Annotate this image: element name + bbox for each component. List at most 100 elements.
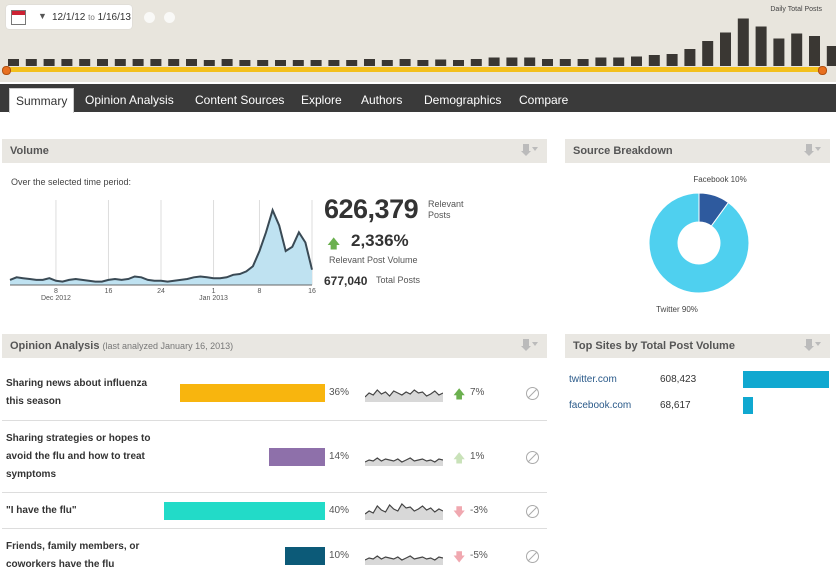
site-link[interactable]: twitter.com xyxy=(569,374,617,385)
timeline-bar[interactable] xyxy=(346,60,358,66)
source-breakdown-header: Source Breakdown xyxy=(565,139,830,163)
timeline-bar[interactable] xyxy=(595,57,607,67)
download-icon[interactable] xyxy=(804,144,821,158)
timeline-bar[interactable] xyxy=(168,59,180,66)
volume-x-tick: 16 xyxy=(308,288,316,295)
total-posts-label: Total Posts xyxy=(376,275,421,285)
timeline-bar[interactable] xyxy=(186,59,197,66)
timeline-bar[interactable] xyxy=(114,59,126,66)
volume-x-tick: 8 xyxy=(258,288,262,295)
tab-opinion-analysis[interactable]: Opinion Analysis xyxy=(85,93,174,107)
timeline-bar[interactable] xyxy=(399,59,411,66)
timeline-bar[interactable] xyxy=(809,36,820,66)
opinion-row-label[interactable]: Sharing news about influenza this season xyxy=(6,378,148,407)
timeline-bar[interactable] xyxy=(559,59,571,66)
timeline-bar[interactable] xyxy=(43,59,55,66)
opinion-bar[interactable] xyxy=(284,547,325,565)
tab-compare[interactable]: Compare xyxy=(519,93,569,107)
caret-down-icon[interactable]: ▼ xyxy=(38,11,47,21)
date-range-picker[interactable]: ▼ 12/1/12 to 1/16/13 xyxy=(6,5,132,29)
timeline-bar[interactable] xyxy=(453,60,464,66)
timeline-bar[interactable] xyxy=(488,57,500,67)
arrow-up-icon: 🡅 xyxy=(327,236,341,251)
timeline-bar[interactable] xyxy=(417,60,429,66)
opinion-row-label[interactable]: Sharing strategies or hopes to avoid the… xyxy=(6,433,151,480)
range-start-handle[interactable] xyxy=(2,66,11,75)
opinion-bar[interactable] xyxy=(164,502,325,520)
volume-month-label: Jan 2013 xyxy=(199,295,228,302)
reset-icon[interactable] xyxy=(164,12,175,23)
volume-x-tick: 8 xyxy=(54,288,58,295)
source-breakdown-title: Source Breakdown xyxy=(573,145,673,157)
opinion-bar[interactable] xyxy=(180,384,325,402)
calendar-icon[interactable] xyxy=(11,10,26,25)
opinion-sparkline xyxy=(365,457,443,466)
opinion-bar[interactable] xyxy=(268,448,325,466)
timeline-bar[interactable] xyxy=(755,26,767,67)
relevant-posts-label: Relevant Posts xyxy=(428,199,464,220)
timeline-bar[interactable] xyxy=(150,59,162,66)
tab-demographics[interactable]: Demographics xyxy=(424,93,502,107)
opinion-row-label[interactable]: "I have the flu" xyxy=(6,505,77,516)
volume-line[interactable] xyxy=(9,207,313,283)
timeline-bar[interactable] xyxy=(25,59,37,66)
arrow-up-icon: 🡅 xyxy=(453,451,466,465)
timeline-bar[interactable] xyxy=(773,38,785,67)
timeline-bar[interactable] xyxy=(239,60,251,66)
download-icon[interactable] xyxy=(521,144,538,158)
timeline-bar[interactable] xyxy=(132,59,144,66)
tab-authors[interactable]: Authors xyxy=(361,93,403,107)
timeline-bar[interactable] xyxy=(221,59,233,66)
timeline-bar[interactable] xyxy=(720,32,731,67)
timeline-bar[interactable] xyxy=(737,18,749,67)
play-icon[interactable] xyxy=(144,12,155,23)
timeline-bar[interactable] xyxy=(666,54,678,66)
timeline-bar[interactable] xyxy=(381,60,393,66)
timeline-bar[interactable] xyxy=(577,59,589,66)
timeline-bar[interactable] xyxy=(826,46,836,66)
timeline-bar[interactable] xyxy=(97,59,108,66)
timeline-bar[interactable] xyxy=(613,57,625,67)
timeline-bar[interactable] xyxy=(506,57,518,67)
timeline-bar[interactable] xyxy=(648,55,660,66)
range-end-handle[interactable] xyxy=(818,66,827,75)
timeline-bar[interactable] xyxy=(79,59,91,66)
exclude-icon[interactable] xyxy=(526,505,539,518)
exclude-icon[interactable] xyxy=(526,451,539,464)
timeline-bar[interactable] xyxy=(435,59,447,67)
opinion-percent: 40% xyxy=(329,505,350,516)
pie-slice[interactable] xyxy=(648,192,750,294)
site-link[interactable]: facebook.com xyxy=(569,400,632,411)
opinion-sparkline xyxy=(365,555,443,565)
timeline-bar[interactable] xyxy=(292,60,304,66)
timeline-bar[interactable] xyxy=(542,59,553,66)
timeline-bar[interactable] xyxy=(791,33,803,67)
timeline-bar[interactable] xyxy=(364,59,375,66)
site-post-count: 68,617 xyxy=(660,400,691,411)
exclude-icon[interactable] xyxy=(526,387,539,400)
site-post-count: 608,423 xyxy=(660,374,697,385)
timeline-bar[interactable] xyxy=(61,59,73,66)
timeline-bar[interactable] xyxy=(328,60,340,66)
pie-label-twitter: Twitter 90% xyxy=(656,305,698,314)
download-icon[interactable] xyxy=(804,339,821,353)
timeline-bar[interactable] xyxy=(702,41,714,66)
timeline-bar[interactable] xyxy=(310,60,322,66)
tab-summary[interactable]: Summary xyxy=(9,88,75,113)
growth-label: Relevant Post Volume xyxy=(329,255,418,265)
timeline-bar[interactable] xyxy=(524,57,536,67)
tab-explore[interactable]: Explore xyxy=(301,93,342,107)
row-divider xyxy=(2,492,547,493)
timeline-bar[interactable] xyxy=(203,60,215,66)
download-icon[interactable] xyxy=(521,339,538,353)
timeline-bar[interactable] xyxy=(631,56,642,67)
timeline-bar[interactable] xyxy=(684,49,696,66)
timeline-range-track[interactable] xyxy=(6,67,824,72)
timeline-bar[interactable] xyxy=(257,60,269,66)
timeline-bar[interactable] xyxy=(470,59,482,66)
timeline-bar[interactable] xyxy=(275,60,286,66)
tab-content-sources[interactable]: Content Sources xyxy=(195,93,285,107)
exclude-icon[interactable] xyxy=(526,550,539,563)
opinion-row-label[interactable]: Friends, family members, or coworkers ha… xyxy=(6,541,140,570)
timeline-bar[interactable] xyxy=(8,59,19,66)
